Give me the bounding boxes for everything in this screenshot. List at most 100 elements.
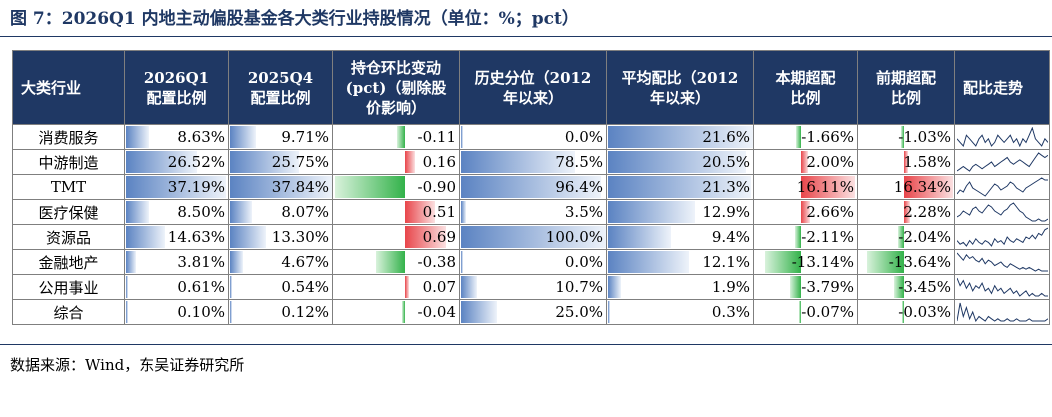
cell-percentile: 25.0% (459, 299, 607, 325)
cell-value: -13.64% (888, 253, 951, 271)
cell-trend (954, 124, 1050, 150)
header-line: (pct)（剔除股 (345, 78, 447, 97)
cell-percentile: 100.0% (459, 224, 607, 250)
data-bar (608, 251, 690, 273)
cell-value: 0.07 (422, 278, 456, 296)
table-row: 医疗保健 8.50% 8.07% 0.51 3.5% 12.9% 2.66% 2.28% (12, 199, 1050, 225)
cell-value: 0.10% (177, 303, 225, 321)
data-bar (126, 226, 166, 248)
cell-percentile: 0.0% (459, 249, 607, 275)
data-bar (405, 151, 415, 173)
cell-value: 20.5% (702, 153, 750, 171)
header-line: 比例 (790, 88, 821, 107)
data-bar (230, 151, 300, 173)
cell-value: 2.00% (806, 153, 854, 171)
header-previous-overweight: 前期超配 比例 (857, 50, 955, 125)
cell-value: 9.4% (711, 228, 750, 246)
trend-line (957, 177, 1048, 197)
cell-value: 0.69 (422, 228, 456, 246)
trend-sparkline (957, 277, 1048, 297)
data-bar (800, 201, 810, 223)
cell-value: 16.11% (796, 178, 854, 196)
data-bar (461, 276, 477, 298)
cell-previous-overweight: 1.58% (857, 149, 955, 175)
data-bar (608, 301, 610, 323)
header-line: 持仓环比变动 (350, 58, 441, 77)
header-line: 配置比例 (146, 88, 207, 107)
cell-value: 26.52% (167, 153, 225, 171)
data-bar (230, 276, 232, 298)
data-bar (867, 251, 904, 273)
industry-table: 大类行业 2026Q1 配置比例 2025Q4 配置比例 持仓环比变动 (pct)（剔… (12, 50, 1050, 325)
cell-average: 1.9% (606, 274, 754, 300)
cell-change: 0.69 (332, 224, 460, 250)
header-line: 本期超配 (775, 68, 836, 87)
cell-average: 9.4% (606, 224, 754, 250)
trend-line (957, 127, 1048, 147)
cell-value: 14.63% (167, 228, 225, 246)
cell-previous-overweight: -3.45% (857, 274, 955, 300)
header-line: 历史分位（2012 (474, 68, 592, 87)
data-bar (126, 276, 128, 298)
cell-current-overweight: -13.14% (753, 249, 858, 275)
cell-current-overweight: -3.79% (753, 274, 858, 300)
header-line: 平均配比（2012 (621, 68, 739, 87)
cell-change: -0.11 (332, 124, 460, 150)
data-bar (790, 276, 801, 298)
data-bar (900, 126, 904, 148)
cell-value: 37.84% (271, 178, 329, 196)
cell-percentile: 78.5% (459, 149, 607, 175)
cell-value: 13.30% (271, 228, 329, 246)
cell-average: 0.3% (606, 299, 754, 325)
header-trend: 配比走势 (954, 50, 1050, 125)
title-rule (0, 36, 1052, 37)
cell-average: 12.9% (606, 199, 754, 225)
cell-q4: 25.75% (228, 149, 333, 175)
cell-change: -0.90 (332, 174, 460, 200)
cell-current-overweight: 2.00% (753, 149, 858, 175)
header-industry: 大类行业 (12, 50, 125, 125)
cell-current-overweight: -1.66% (753, 124, 858, 150)
data-bar (396, 126, 406, 148)
industry-name: 资源品 (12, 224, 125, 250)
table-row: 公用事业 0.61% 0.54% 0.07 10.7% 1.9% -3.79% -3.45% (12, 274, 1050, 300)
cell-percentile: 0.0% (459, 124, 607, 150)
cell-value: -1.03% (898, 128, 951, 146)
trend-line (957, 302, 1048, 322)
industry-name: 公用事业 (12, 274, 125, 300)
cell-value: 0.16 (422, 153, 456, 171)
data-bar (461, 126, 463, 148)
cell-previous-overweight: 2.28% (857, 199, 955, 225)
data-bar (608, 126, 753, 148)
table-body: 消费服务 8.63% 9.71% -0.11 0.0% 21.6% -1.66% -1.03%… (12, 124, 1050, 325)
data-bar (461, 151, 575, 173)
cell-q1: 3.81% (124, 249, 229, 275)
cell-value: 8.50% (177, 203, 225, 221)
data-bar (402, 301, 406, 323)
header-q4: 2025Q4 配置比例 (228, 50, 333, 125)
header-row: 大类行业 2026Q1 配置比例 2025Q4 配置比例 持仓环比变动 (pct)（剔… (12, 50, 1050, 125)
cell-current-overweight: 2.66% (753, 199, 858, 225)
cell-value: 25.75% (271, 153, 329, 171)
data-bar (230, 201, 252, 223)
cell-value: 96.4% (555, 178, 603, 196)
cell-value: 21.6% (702, 128, 750, 146)
cell-value: 2.66% (806, 203, 854, 221)
trend-sparkline (957, 152, 1048, 172)
cell-percentile: 3.5% (459, 199, 607, 225)
table-row: 综合 0.10% 0.12% -0.04 25.0% 0.3% -0.07% -0.03% (12, 299, 1050, 325)
cell-value: 0.3% (711, 303, 750, 321)
bottom-rule (0, 344, 1052, 345)
industry-name: 金融地产 (12, 249, 125, 275)
cell-change: 0.16 (332, 149, 460, 175)
data-bar (230, 226, 266, 248)
header-line: 2025Q4 (247, 68, 314, 87)
cell-change: -0.04 (332, 299, 460, 325)
cell-value: -0.04 (417, 303, 456, 321)
cell-q4: 9.71% (228, 124, 333, 150)
table-row: 消费服务 8.63% 9.71% -0.11 0.0% 21.6% -1.66% -1.03% (12, 124, 1050, 150)
cell-current-overweight: -2.11% (753, 224, 858, 250)
header-line: 2026Q1 (143, 68, 210, 87)
cell-q1: 14.63% (124, 224, 229, 250)
header-line: 年以来） (649, 88, 710, 107)
